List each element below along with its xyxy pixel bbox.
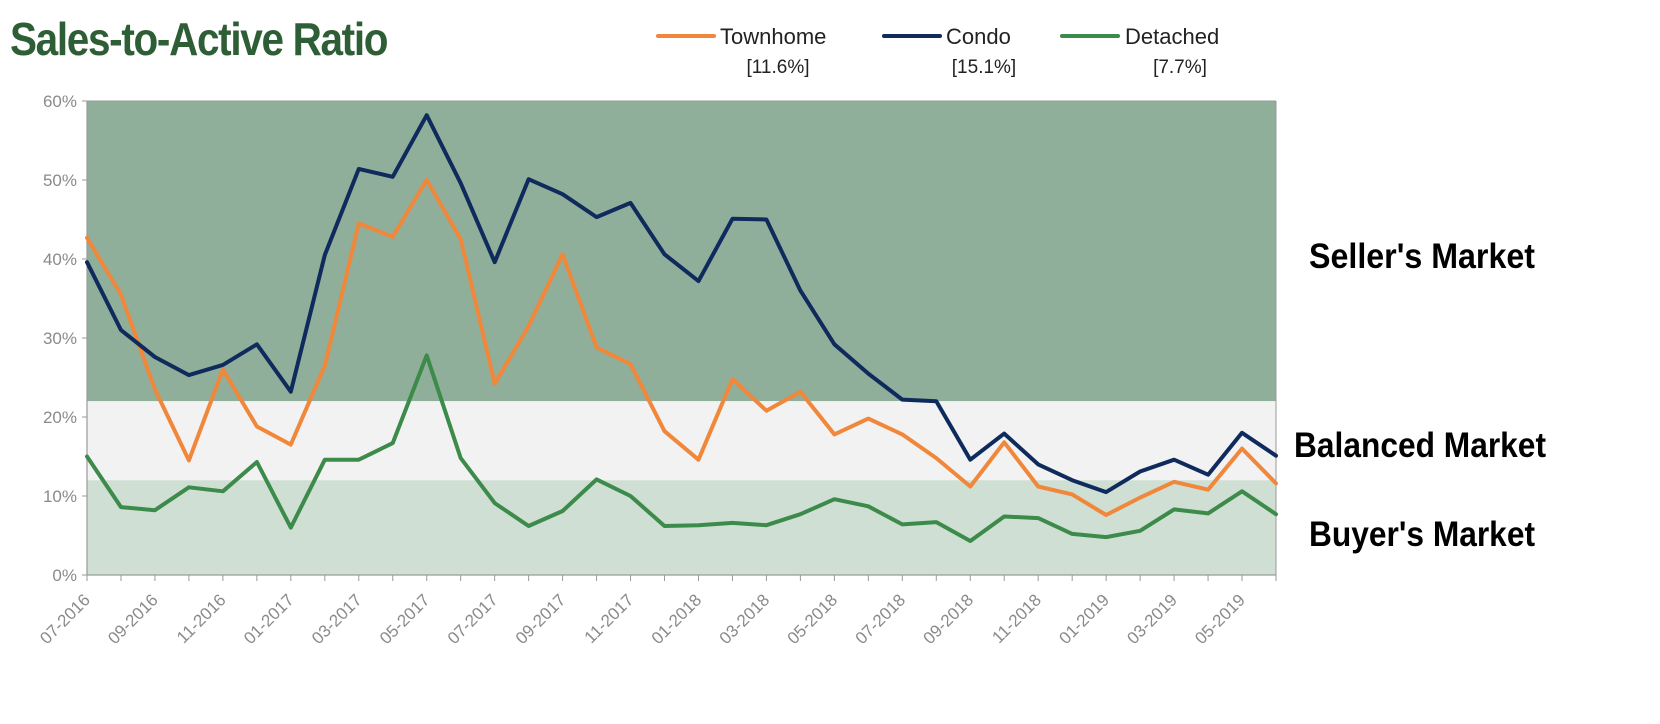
- zone-label-balanced-market: Balanced Market: [1294, 426, 1546, 465]
- y-tick-label: 20%: [43, 408, 77, 427]
- x-tick-label: 07-2018: [852, 590, 910, 648]
- x-tick-label: 11-2016: [173, 590, 230, 647]
- series-line-condo: [85, 113, 1278, 495]
- zone-label-buyer-s-market: Buyer's Market: [1309, 515, 1535, 554]
- y-axis: 0% 10% 20% 30% 40% 50% 60%: [43, 92, 87, 585]
- y-tick-label: 40%: [43, 250, 77, 269]
- legend-label-detached: Detached: [1125, 24, 1219, 49]
- series-line-townhome: [85, 178, 1278, 517]
- x-tick-label: 11-2018: [988, 590, 1045, 647]
- x-tick-label: 09-2018: [920, 590, 978, 648]
- y-tick-label: 50%: [43, 171, 77, 190]
- x-tick-label: 05-2019: [1191, 590, 1249, 648]
- x-tick-label: 01-2019: [1055, 590, 1113, 648]
- y-tick-label: 30%: [43, 329, 77, 348]
- legend-current-value-condo: [15.1%]: [952, 57, 1016, 78]
- y-tick-label: 60%: [43, 92, 77, 111]
- x-axis: 07-2016 09-2016 11-2016 01-2017 03-2017 05-20…: [36, 575, 1277, 648]
- x-tick-label: 07-2017: [444, 590, 502, 648]
- legend-label-condo: Condo: [946, 24, 1011, 49]
- x-tick-label: 05-2018: [784, 590, 842, 648]
- x-tick-label: 07-2016: [36, 590, 94, 648]
- legend: Townhome [11.6%] Condo [15.1%] Detached [7.7%…: [656, 24, 1219, 78]
- x-tick-label: 01-2017: [240, 590, 298, 648]
- x-tick-label: 03-2017: [308, 590, 366, 648]
- x-tick-label: 09-2017: [512, 590, 570, 648]
- legend-current-value-detached: [7.7%]: [1153, 57, 1207, 78]
- x-tick-label: 05-2017: [376, 590, 434, 648]
- x-tick-label: 09-2016: [104, 590, 162, 648]
- x-tick-label: 01-2018: [648, 590, 706, 648]
- x-tick-label: 03-2019: [1123, 590, 1181, 648]
- x-tick-label: 11-2017: [581, 590, 638, 647]
- zone-balanced-market: [87, 401, 1276, 481]
- market-zones: [87, 101, 1276, 575]
- legend-current-value-townhome: [11.6%]: [746, 57, 809, 78]
- zone-seller-s-market: [87, 101, 1276, 402]
- y-tick-label: 10%: [43, 487, 77, 506]
- series-lines: [85, 113, 1278, 543]
- chart-title: Sales-to-Active Ratio: [10, 13, 389, 65]
- legend-label-townhome: Townhome: [720, 24, 826, 49]
- x-tick-label: 03-2018: [716, 590, 774, 648]
- series-line-detached: [85, 353, 1278, 543]
- y-tick-label: 0%: [52, 566, 77, 585]
- zone-label-seller-s-market: Seller's Market: [1309, 237, 1535, 276]
- zone-labels: Seller's Market Balanced Market Buyer's Ma…: [1294, 237, 1546, 554]
